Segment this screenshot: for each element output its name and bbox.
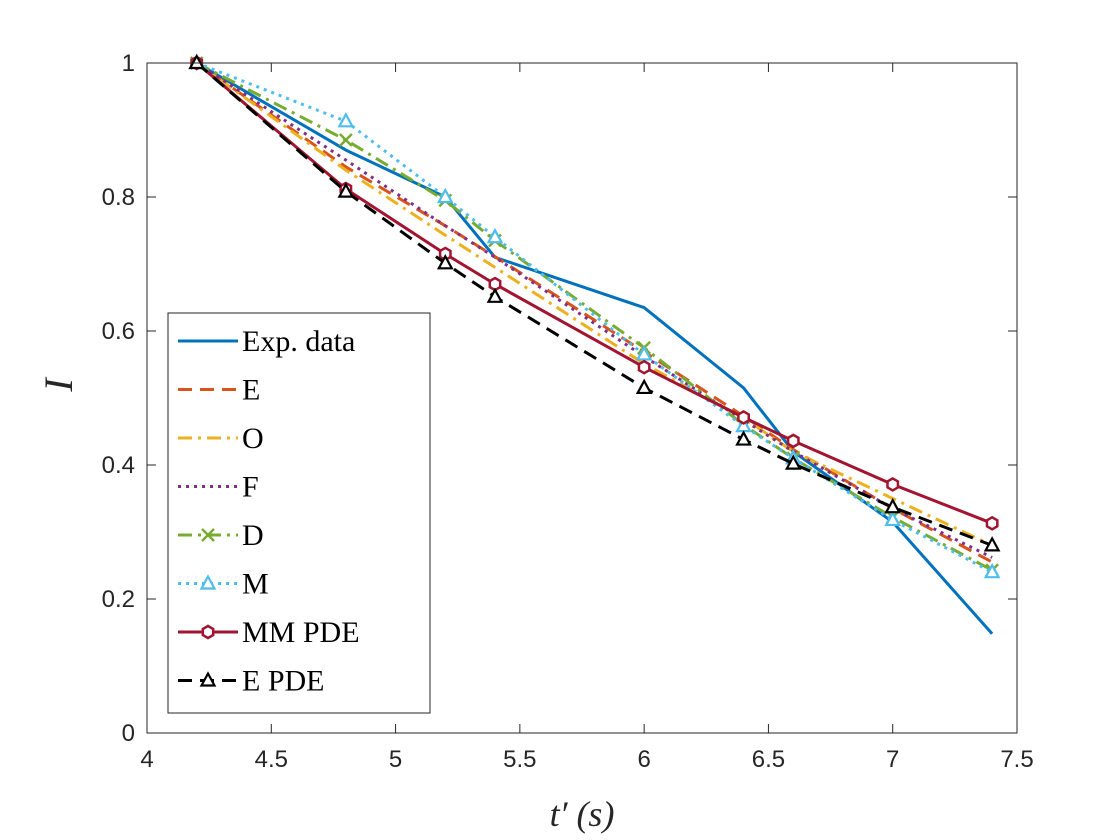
y-tick-label: 0.2 [102, 586, 135, 613]
data-point-e-pde [486, 287, 504, 303]
x-tick-label: 4 [140, 746, 153, 773]
data-point-m [884, 510, 902, 527]
legend-marker-d [201, 528, 215, 542]
x-tick-label: 6 [637, 746, 650, 773]
data-point-m [436, 187, 454, 204]
legend-label-exp-data: Exp. data [242, 325, 355, 358]
legend-marker-mm-pde [201, 624, 215, 640]
legend-label-e: E [242, 374, 260, 407]
data-point-mm-pde [637, 359, 651, 375]
data-point-mm-pde [737, 409, 751, 425]
y-tick-label: 0.8 [102, 184, 135, 211]
y-tick-label: 0.4 [102, 452, 135, 479]
x-axis-label: t′ (s) [550, 794, 615, 834]
legend-label-d: D [242, 519, 264, 552]
data-point-e-pde [337, 182, 355, 198]
legend-marker-m [199, 574, 217, 590]
data-point-d [338, 133, 353, 147]
legend-label-o: O [242, 422, 264, 455]
data-point-m [337, 111, 355, 128]
x-tick-label: 6.5 [752, 746, 785, 773]
plot-area-frame [146, 62, 1018, 734]
data-point-m [635, 345, 653, 361]
data-point-e-pde [635, 378, 653, 395]
legend-label-m: M [242, 568, 269, 601]
data-point-e-pde [784, 454, 802, 470]
legend-label-f: F [242, 471, 259, 504]
data-point-e-pde [436, 254, 454, 270]
series-line-o [195, 61, 993, 547]
data-point-e-pde [735, 430, 752, 446]
x-tick-label: 7 [886, 746, 899, 773]
x-tick-label: 5 [389, 746, 402, 773]
tick-layer: 4 4.5 5 5.5 6 6.5 7 7.5 0 0.2 0.4 0.6 0.8 1 [102, 50, 1034, 773]
x-tick-label: 4.5 [255, 746, 288, 773]
legend-label-mm-pde: MM PDE [242, 616, 360, 649]
data-point-m [983, 562, 1001, 579]
data-point-e-pde [188, 53, 206, 70]
y-axis-label: I [36, 377, 81, 393]
data-point-m [486, 227, 504, 244]
y-tick-label: 1 [122, 50, 135, 77]
series-line-f [195, 61, 993, 559]
x-tick-label: 5.5 [503, 746, 536, 773]
data-point-e-pde [983, 536, 1001, 552]
y-tick-label: 0.6 [102, 318, 135, 345]
series-layer [188, 53, 1001, 635]
data-point-mm-pde [786, 433, 800, 449]
data-point-e-pde [884, 497, 902, 514]
legend-marker-e-pde [199, 671, 217, 687]
y-tick-label: 0 [122, 720, 135, 747]
legend-box [167, 312, 431, 714]
data-point-mm-pde [985, 515, 999, 531]
data-point-mm-pde [886, 476, 900, 492]
x-tick-label: 7.5 [1000, 746, 1033, 773]
legend-label-e-pde: E PDE [242, 665, 325, 698]
